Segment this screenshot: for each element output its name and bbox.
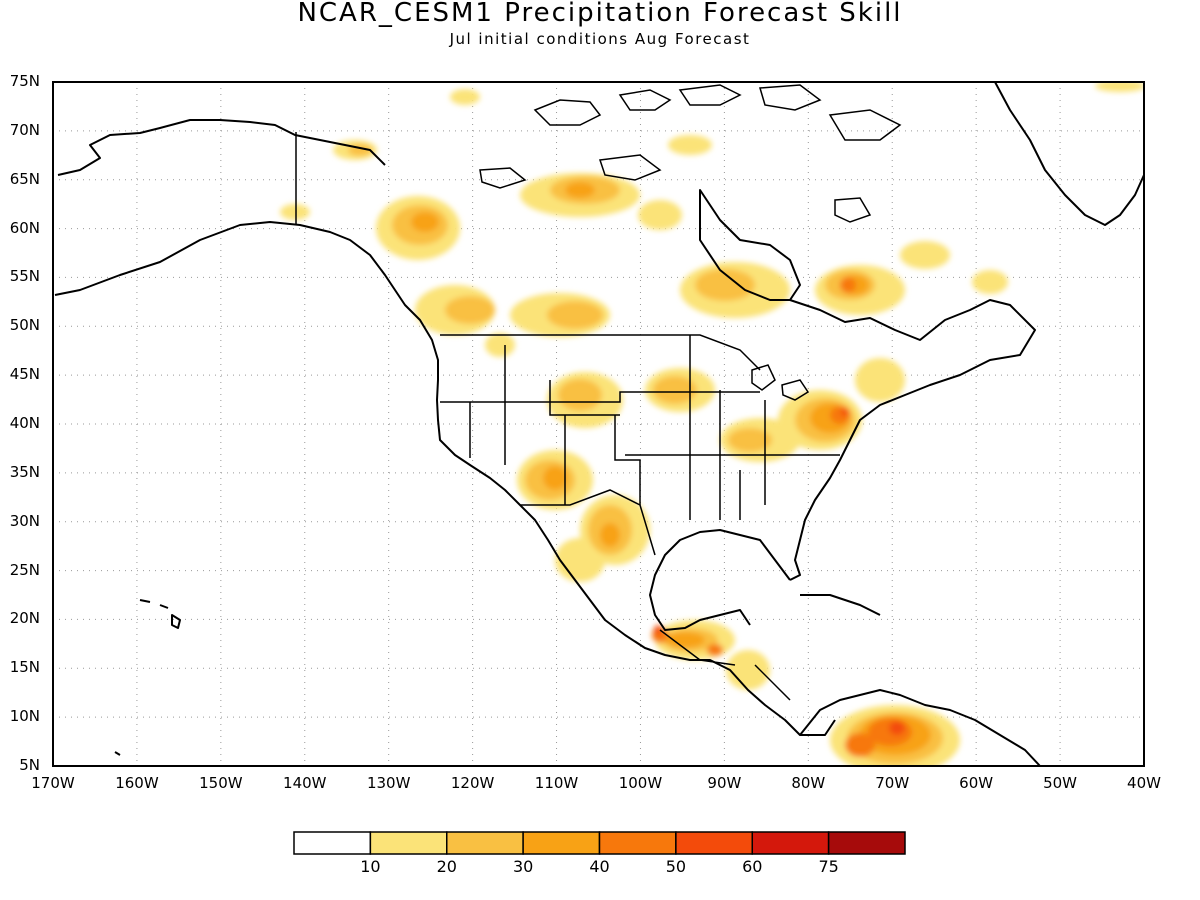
longitude-label: 90W [707,774,742,792]
latitude-label: 15N [9,658,40,677]
map-subtitle: Jul initial conditions Aug Forecast [449,30,751,48]
latitude-label: 50N [9,316,40,335]
longitude-label: 80W [791,774,826,792]
coastlines [54,82,1144,766]
latitude-label: 55N [9,267,40,286]
latitude-label: 60N [9,218,40,237]
colorbar-label: 40 [589,857,610,876]
colorbar-swatch [675,831,753,855]
latitude-label: 10N [9,707,40,726]
colorbar-swatch [598,831,677,855]
colorbar-label: 60 [742,857,763,876]
colorbar-swatch [522,831,601,855]
longitude-label: 50W [1043,774,1078,792]
colorbar [293,831,906,855]
latitude-label: 75N [9,72,40,90]
colorbar-label: 20 [436,857,457,876]
colorbar-swatch [446,831,524,855]
longitude-label: 120W [450,774,495,792]
longitude-label: 110W [534,774,579,792]
political-borders [295,132,840,701]
colorbar-swatch [369,831,448,855]
longitude-label: 40W [1127,774,1161,792]
map-frame [52,81,1145,767]
colorbar-swatch [751,831,830,855]
longitude-label: 70W [875,774,910,792]
latitude-label: 45N [9,365,40,384]
longitude-label: 130W [366,774,411,792]
colorbar-label: 30 [512,857,534,876]
latitude-label: 65N [9,169,40,188]
latitude-label: 35N [9,462,40,481]
latitude-label: 40N [9,414,40,432]
longitude-label: 140W [283,774,327,792]
colorbar-swatch [293,831,372,855]
colorbar-label: 10 [360,857,381,876]
longitude-label: 150W [199,774,243,792]
latitude-label: 25N [9,560,40,579]
latitude-label: 30N [9,511,40,530]
longitude-label: 170W [31,774,75,792]
map-title: NCAR_CESM1 Precipitation Forecast Skill [297,0,903,28]
skill-shading [280,82,1144,766]
lakes-islands [479,84,902,401]
colorbar-swatch [827,831,906,855]
longitude-label: 160W [115,774,159,792]
longitude-label: 60W [959,774,994,792]
latitude-label: 70N [9,120,40,139]
latitude-label: 5N [19,756,40,774]
latitude-label: 20N [9,609,40,628]
longitude-label: 100W [618,774,663,792]
colorbar-label: 50 [665,857,687,876]
colorbar-label: 75 [818,857,839,876]
